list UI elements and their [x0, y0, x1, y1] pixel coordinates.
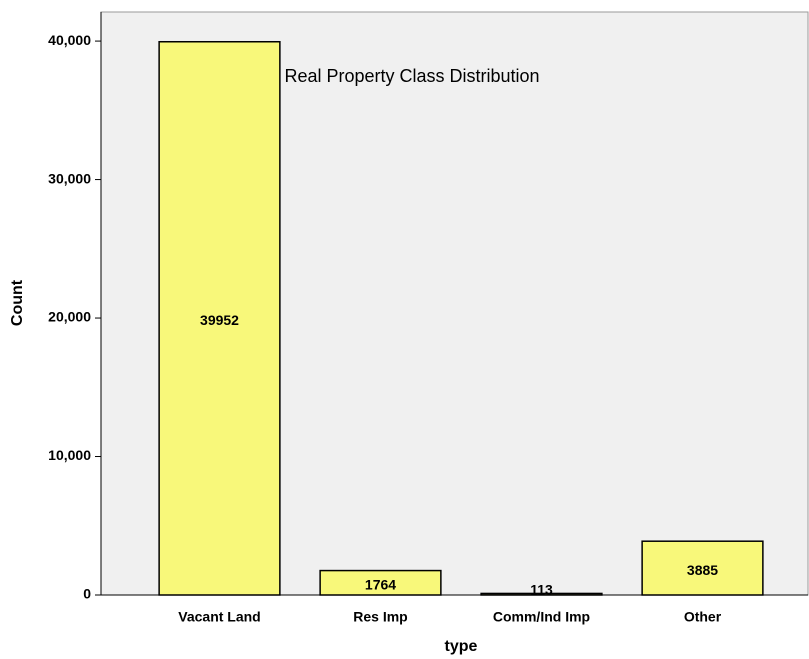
chart-title: Real Property Class Distribution — [284, 66, 539, 86]
y-tick-label: 30,000 — [48, 170, 91, 186]
data-label: 1764 — [365, 576, 396, 592]
y-tick-label: 10,000 — [48, 447, 91, 463]
bar — [319, 569, 442, 596]
x-tick-label: Res Imp — [353, 609, 407, 625]
bar — [641, 540, 764, 596]
data-label: 3885 — [687, 562, 718, 578]
x-tick-label: Other — [684, 609, 722, 625]
y-tick-label: 20,000 — [48, 309, 91, 325]
x-axis-title: type — [445, 638, 478, 655]
y-tick-label: 40,000 — [48, 32, 91, 48]
x-tick-label: Comm/Ind Imp — [493, 609, 590, 625]
data-label: 39952 — [200, 312, 239, 328]
data-label: 113 — [530, 582, 553, 598]
y-tick-label: 0 — [83, 586, 91, 602]
y-axis-title: Count — [9, 279, 26, 326]
x-tick-label: Vacant Land — [178, 609, 260, 625]
